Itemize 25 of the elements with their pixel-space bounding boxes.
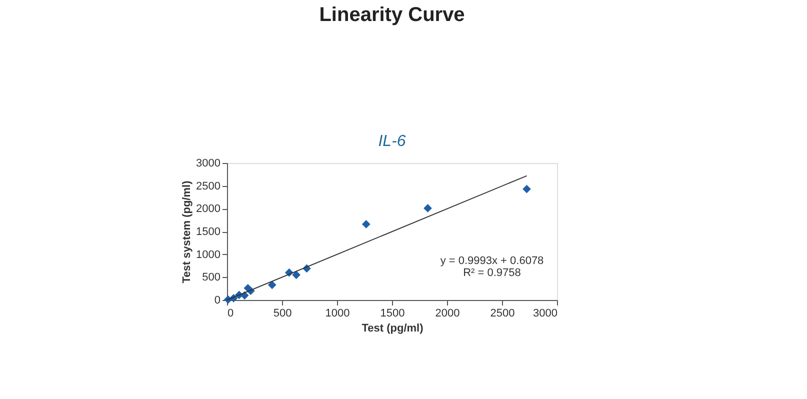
y-tick-label: 2500 xyxy=(196,180,220,192)
annotation: R² = 0.9758 xyxy=(463,267,521,279)
x-tick-label: 0 xyxy=(228,308,234,320)
y-tick-label: 1000 xyxy=(196,248,220,261)
y-tick-label: 3000 xyxy=(196,158,220,170)
y-axis-title: Test system (pg/ml) xyxy=(181,180,194,284)
point xyxy=(362,220,370,228)
annotation: y = 0.9993x + 0.6078 xyxy=(440,255,544,267)
x-tick-label: 3000 xyxy=(533,308,558,320)
point xyxy=(522,184,531,194)
y-tick-label: 0 xyxy=(214,294,220,306)
y-tick-label: 1500 xyxy=(196,226,220,238)
y-tick-label: 2000 xyxy=(196,203,220,216)
x-tick-label: 2000 xyxy=(435,308,460,320)
point xyxy=(292,270,300,280)
point xyxy=(268,280,276,290)
x-tick-label: 2500 xyxy=(490,308,515,320)
point xyxy=(424,204,432,212)
x-tick-label: 1500 xyxy=(380,308,405,320)
x-axis-title: Test (pg/ml) xyxy=(362,322,424,334)
x-tick-label: 500 xyxy=(273,308,292,320)
chart-title: Linearity Curve xyxy=(319,4,465,26)
chart-subtitle: IL-6 xyxy=(378,133,406,150)
y-tick-label: 500 xyxy=(202,272,220,284)
x-tick-label: 1000 xyxy=(325,308,350,320)
